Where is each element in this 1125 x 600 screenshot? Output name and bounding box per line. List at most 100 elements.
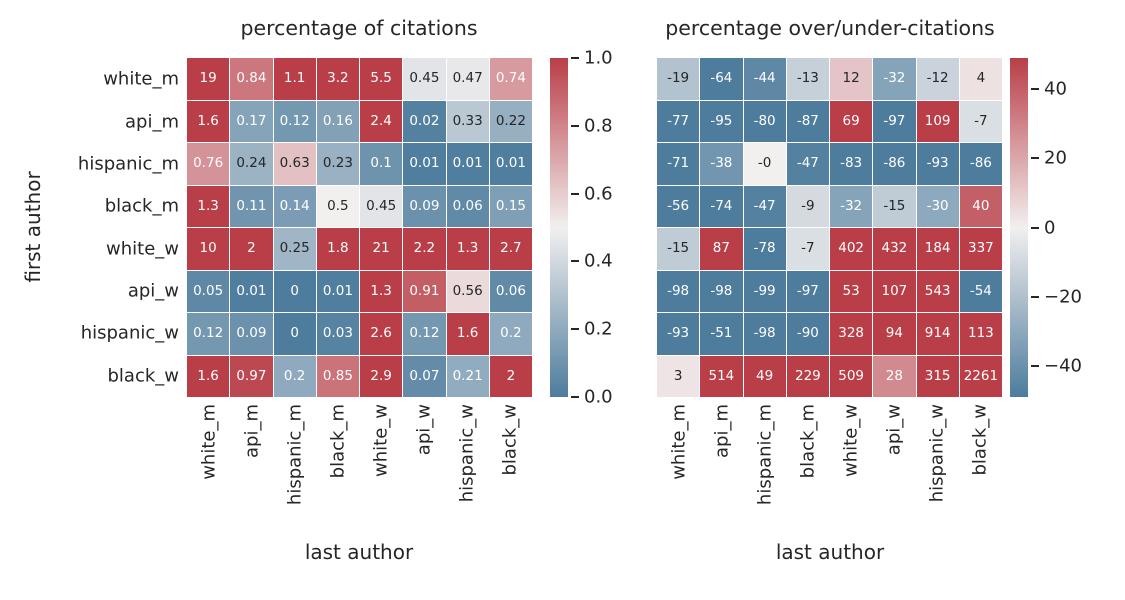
heatmap-cell: -98 — [700, 270, 743, 312]
cell-annotation: 53 — [842, 282, 860, 299]
cell-annotation: 1.6 — [456, 325, 479, 341]
heatmap-cell: -32 — [873, 58, 916, 100]
cell-annotation: 0.63 — [279, 155, 310, 171]
x-tick-label: hispanic_w — [926, 404, 948, 503]
heatmap-cell: 0.03 — [316, 313, 359, 355]
heatmap-cell: 3 — [657, 355, 700, 397]
heatmap-cell: 315 — [916, 355, 959, 397]
heatmap-cell: 2 — [489, 355, 532, 397]
cell-annotation: -7 — [801, 240, 815, 256]
cell-annotation: -90 — [796, 325, 819, 341]
cell-annotation: 1.3 — [197, 197, 219, 214]
heatmap-cell: 1.6 — [446, 313, 489, 355]
cell-annotation: 315 — [924, 367, 951, 384]
cell-annotation: 0.06 — [495, 282, 526, 299]
heatmap-cell: -47 — [743, 185, 786, 227]
colorbar-tick — [1031, 226, 1039, 229]
cell-annotation: -12 — [926, 70, 949, 86]
y-tick-label: black_m — [104, 195, 179, 217]
cell-annotation: 0.06 — [452, 197, 483, 214]
cell-annotation: 0.01 — [495, 155, 526, 171]
y-tick-label: white_w — [106, 238, 179, 260]
cell-annotation: 3.2 — [327, 70, 349, 86]
heatmap-cell: 0.5 — [316, 185, 359, 227]
heatmap-cell: 0 — [273, 313, 316, 355]
cell-annotation: 69 — [842, 112, 860, 129]
heatmap-cell: 1.6 — [187, 355, 230, 397]
cell-annotation: 402 — [838, 240, 865, 256]
cell-annotation: 0.56 — [452, 282, 483, 299]
cell-annotation: 4 — [976, 70, 986, 86]
colorbar-tick-label: 1.0 — [584, 47, 613, 69]
cell-annotation: -71 — [667, 155, 690, 171]
x-axis-label: last author — [775, 540, 885, 564]
y-tick-label: white_m — [103, 68, 179, 90]
cell-annotation: 229 — [794, 367, 821, 384]
cell-annotation: 1.6 — [197, 367, 219, 384]
heatmap-cell: 53 — [830, 270, 873, 312]
cell-annotation: -95 — [710, 112, 733, 129]
heatmap-cell: -90 — [786, 313, 829, 355]
cell-annotation: 1.1 — [283, 70, 306, 86]
cell-annotation: 0.23 — [322, 155, 353, 171]
heatmap-cell: -87 — [786, 100, 829, 142]
heatmap-cell: 914 — [916, 313, 959, 355]
heatmap-cell: 1.3 — [187, 185, 230, 227]
cell-annotation: -15 — [667, 240, 690, 256]
heatmap-cell: 1.1 — [273, 58, 316, 100]
cell-annotation: -7 — [974, 112, 988, 129]
x-axis-label: last author — [304, 540, 414, 564]
cell-annotation: 0.02 — [409, 112, 440, 129]
cell-annotation: 21 — [372, 240, 390, 256]
heatmap-cell: 40 — [959, 185, 1002, 227]
heatmap-cell: -7 — [786, 228, 829, 270]
cell-annotation: -38 — [710, 155, 733, 171]
heatmap-cell: 0.91 — [403, 270, 446, 312]
x-tick-label: api_w — [883, 404, 905, 456]
heatmap-cell: -80 — [743, 100, 786, 142]
cell-annotation: 0.2 — [283, 367, 306, 384]
heatmap-cell: 0.97 — [230, 355, 273, 397]
heatmap-cell: -99 — [743, 270, 786, 312]
heatmap-cell: 2 — [230, 228, 273, 270]
colorbar-tick-label: −20 — [1044, 286, 1082, 308]
x-tick-label: white_w — [840, 404, 862, 477]
heatmap-cell: -74 — [700, 185, 743, 227]
heatmap-cell: -54 — [959, 270, 1002, 312]
cell-annotation: 1.6 — [197, 112, 219, 129]
heatmap-cell: 94 — [873, 313, 916, 355]
x-tick-label: api_m — [241, 404, 263, 458]
colorbar-tick-label: 0.8 — [584, 115, 613, 137]
colorbar-tick-label: 20 — [1044, 147, 1067, 169]
colorbar-tick — [571, 57, 579, 59]
heatmap-cell: 5.5 — [360, 58, 403, 100]
cell-annotation: 3 — [673, 367, 683, 384]
cell-annotation: -44 — [753, 70, 776, 86]
heatmap-cell: -97 — [786, 270, 829, 312]
heatmap-cell: -44 — [743, 58, 786, 100]
heatmap-cell: -71 — [657, 143, 700, 185]
y-tick-label: black_w — [107, 365, 180, 387]
cell-annotation: -47 — [796, 155, 819, 171]
cell-annotation: 2.6 — [370, 325, 392, 341]
heatmap-cell: 49 — [743, 355, 786, 397]
cell-annotation: 0.09 — [236, 325, 267, 341]
cell-annotation: 0.15 — [495, 197, 526, 214]
heatmap-cell: 0.02 — [403, 100, 446, 142]
x-tick-label: hispanic_m — [284, 404, 306, 506]
heatmap-cell: -13 — [786, 58, 829, 100]
x-tick-label: api_m — [711, 404, 733, 458]
x-tick-label: white_m — [668, 404, 690, 480]
x-tick-label: hispanic_w — [456, 404, 478, 503]
cell-annotation: 0.22 — [495, 112, 526, 129]
cell-annotation: 0.45 — [366, 197, 397, 214]
cell-annotation: 0.09 — [409, 197, 440, 214]
cell-annotation: 0.01 — [236, 282, 267, 299]
heatmap-cell: 2.6 — [360, 313, 403, 355]
heatmap-cell: 543 — [916, 270, 959, 312]
cell-annotation: 0.12 — [279, 112, 310, 129]
cell-annotation: 0.33 — [452, 112, 483, 129]
cell-annotation: 10 — [199, 240, 217, 256]
cell-annotation: 0.91 — [409, 282, 440, 299]
heatmap-cell: 0.24 — [230, 143, 273, 185]
